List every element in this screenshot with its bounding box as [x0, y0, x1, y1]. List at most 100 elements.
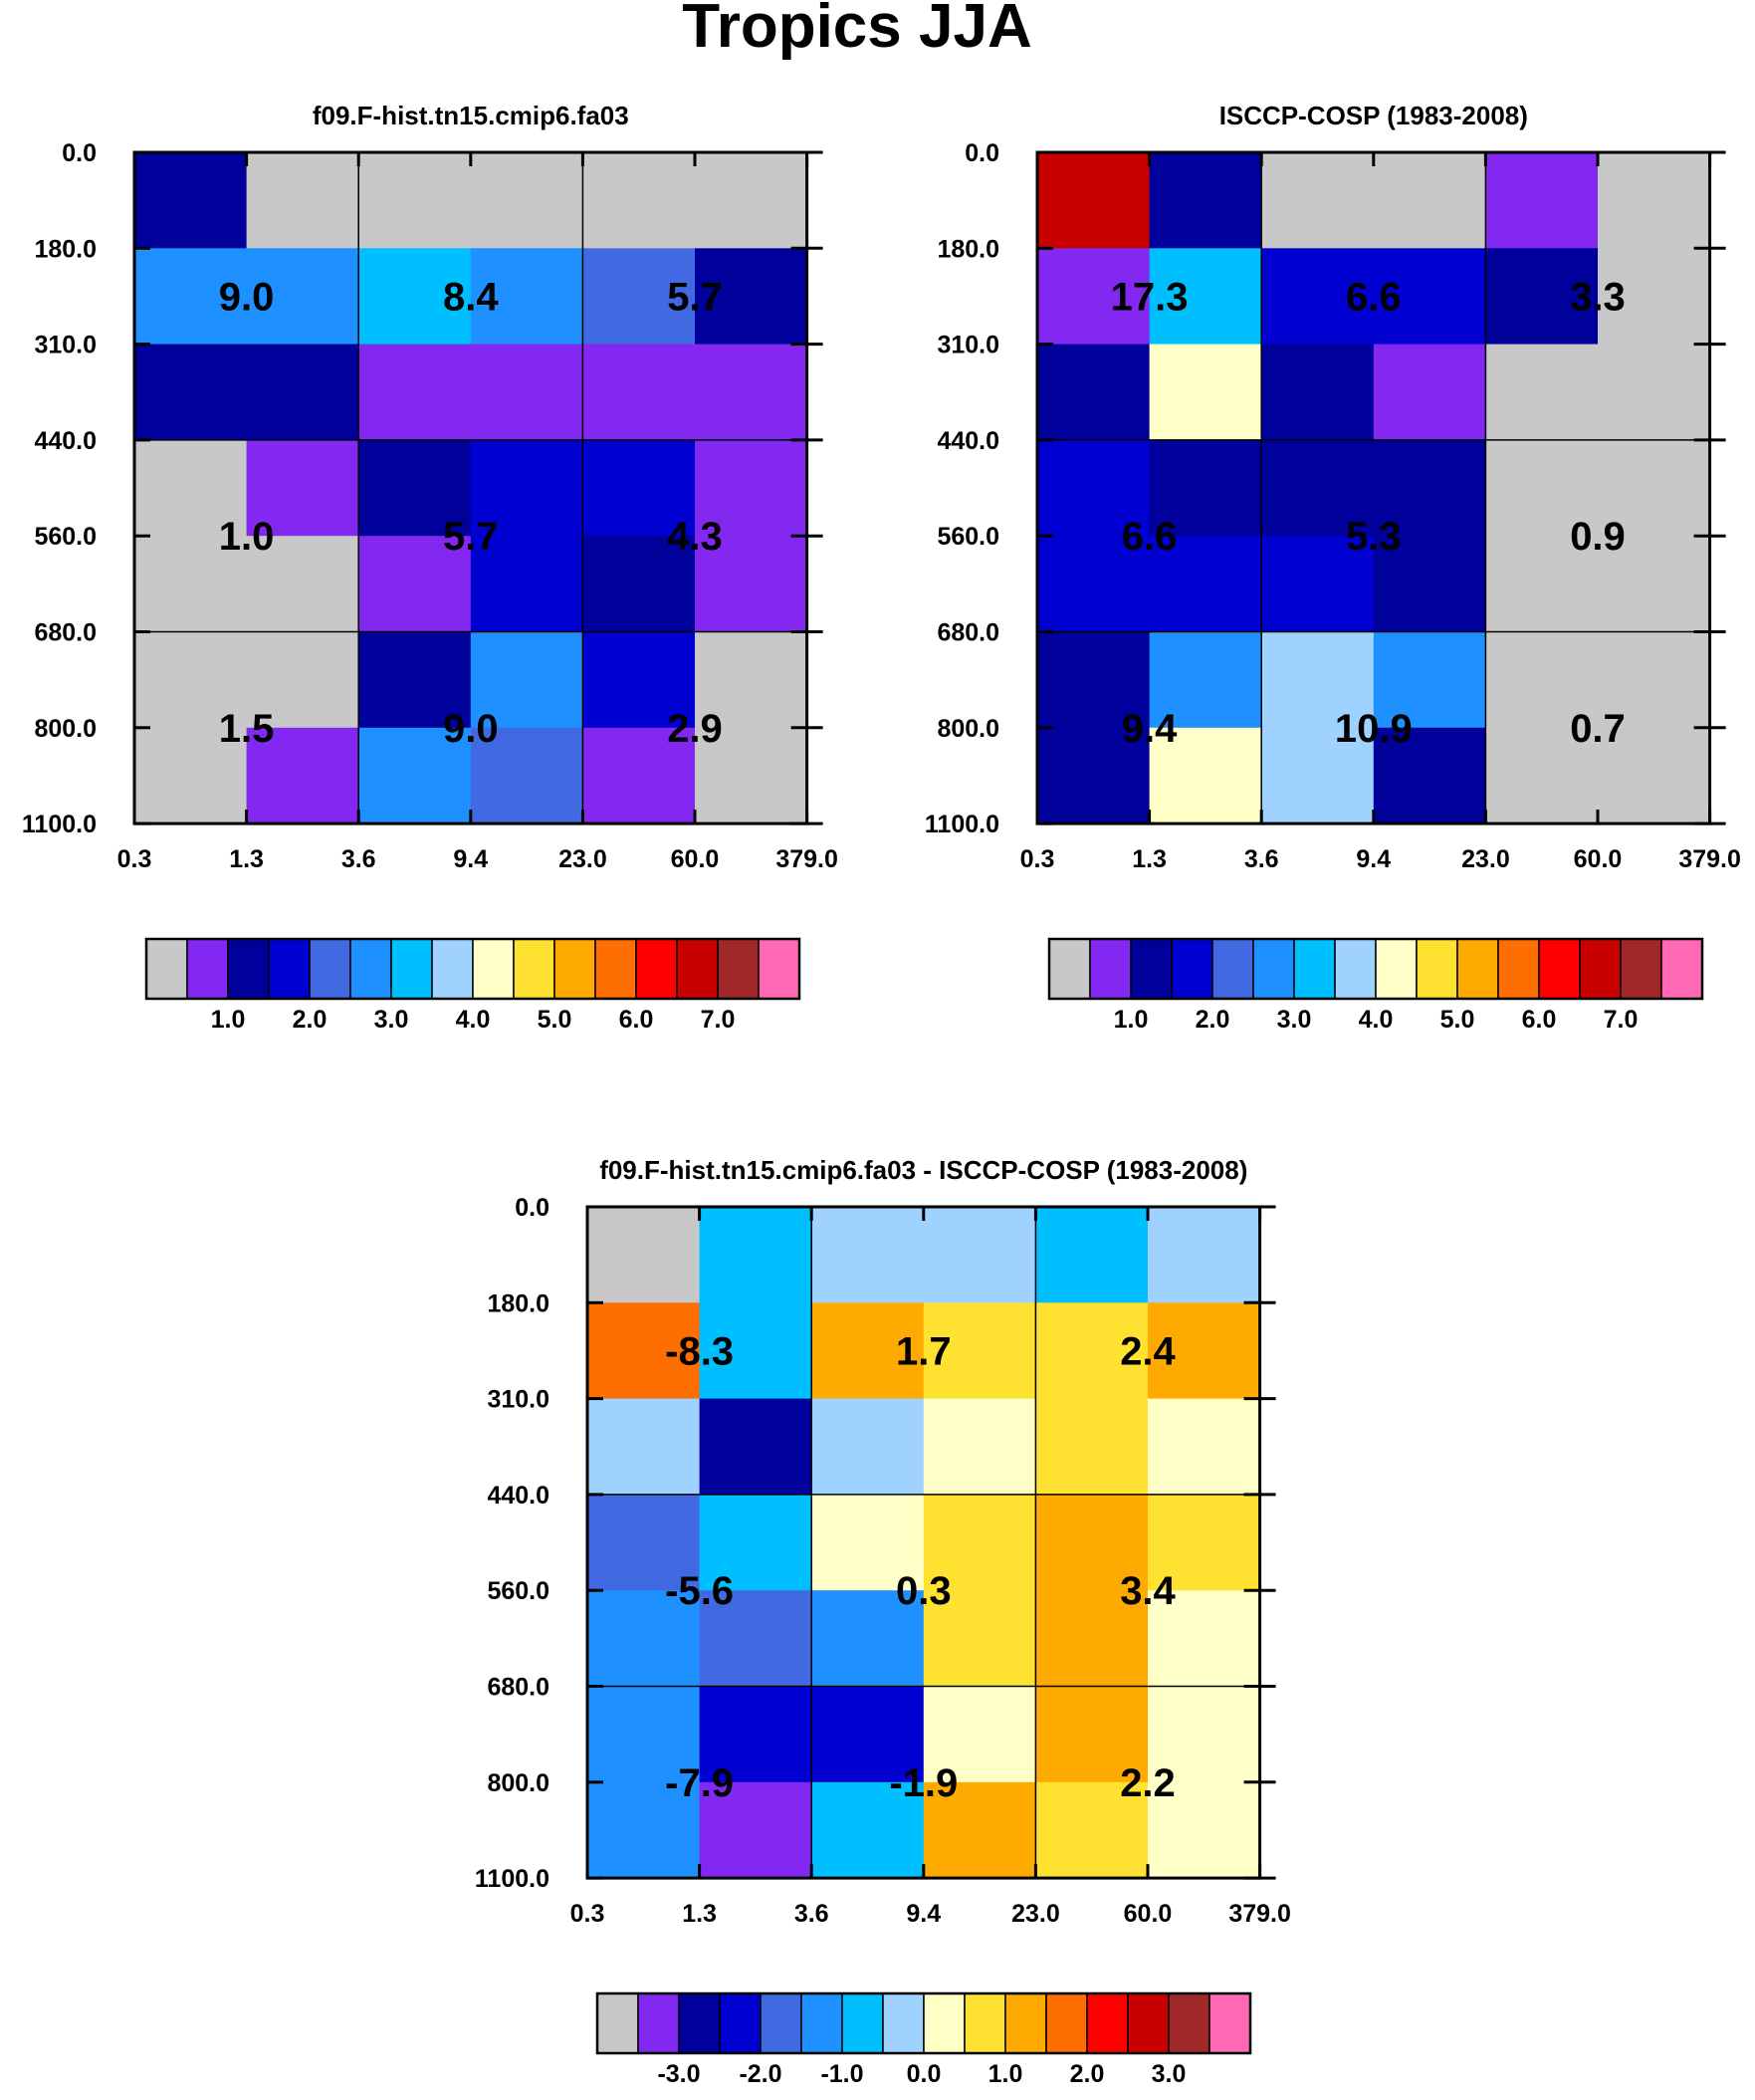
heatmap-cell — [1373, 631, 1486, 729]
heatmap-cell — [1485, 152, 1599, 249]
heatmap-cell — [358, 344, 472, 441]
x-tick-label: 1.3 — [1132, 845, 1167, 873]
heatmap-cell — [1037, 439, 1151, 537]
heatmap-cell — [1148, 1686, 1261, 1783]
colorbar-label: 5.0 — [538, 1006, 572, 1034]
block-value-label: 2.4 — [1120, 1329, 1176, 1373]
heatmap-cell — [1035, 1494, 1149, 1591]
colorbar-swatch — [1089, 938, 1132, 1000]
heatmap-cell — [582, 248, 696, 346]
heatmap-cell — [1035, 1590, 1149, 1688]
heatmap-cell — [1261, 536, 1375, 633]
colorbar-label: -3.0 — [657, 2060, 700, 2088]
heatmap-cell — [695, 727, 808, 824]
heatmap-cell — [699, 1686, 812, 1783]
colorbar-swatch — [964, 1992, 1006, 2054]
heatmap-cell — [1035, 1398, 1149, 1496]
colorbar-swatch — [1620, 938, 1662, 1000]
heatmap-cell — [1261, 727, 1375, 824]
block-value-label: 8.4 — [443, 275, 499, 319]
heatmap-cell — [1037, 536, 1151, 633]
heatmap-cell — [470, 152, 583, 249]
heatmap-cell — [699, 1207, 812, 1303]
colorbar-swatch — [719, 1992, 762, 2054]
heatmap-cell — [358, 727, 472, 824]
heatmap-cell — [699, 1590, 812, 1688]
colorbar-swatch — [800, 1992, 843, 2054]
x-tick-label: 60.0 — [671, 845, 720, 873]
y-tick-label: 0.0 — [515, 1194, 549, 1222]
y-tick-label: 0.0 — [62, 139, 97, 167]
y-tick-label: 180.0 — [937, 235, 999, 263]
colorbar-label: 1.0 — [211, 1006, 246, 1034]
heatmap-cell — [246, 631, 359, 729]
heatmap-cell — [1485, 344, 1599, 441]
heatmap-cell — [1149, 248, 1262, 346]
colorbar-label: 1.0 — [1114, 1006, 1149, 1034]
heatmap-cell — [1037, 152, 1151, 249]
heatmap-cell — [582, 536, 696, 633]
heatmap-cell — [246, 344, 359, 441]
colorbar: -3.0 -2.0 -1.0 0.0 1.0 2.0 3.0 — [595, 1991, 1252, 2088]
heatmap-cell — [1261, 631, 1375, 729]
colorbar-swatch — [1171, 938, 1213, 1000]
colorbar-swatch — [268, 938, 311, 1000]
block-value-label: 3.3 — [1570, 275, 1626, 319]
heatmap-cell — [1148, 1398, 1261, 1496]
heatmap-cell — [811, 1590, 925, 1688]
heatmap-cell — [695, 439, 808, 537]
colorbar-swatch — [676, 938, 719, 1000]
colorbar-swatch — [1208, 1992, 1251, 2054]
heatmap-cell — [1485, 631, 1599, 729]
colorbar-label: 0.0 — [907, 2060, 942, 2088]
y-tick-label: 0.0 — [965, 139, 999, 167]
colorbar-frame — [595, 1991, 1252, 2055]
colorbar-label: 2.0 — [1070, 2060, 1105, 2088]
heatmap-cell — [358, 631, 472, 729]
colorbar-swatch — [1660, 938, 1703, 1000]
y-tick-label: 1100.0 — [475, 1865, 549, 1893]
heatmap-cell — [470, 248, 583, 346]
heatmap-cell — [246, 439, 359, 537]
y-tick-label: 800.0 — [937, 715, 999, 743]
heatmap-cell — [923, 1686, 1036, 1783]
heatmap-cell — [1373, 344, 1486, 441]
colorbar-swatch — [1168, 1992, 1210, 2054]
colorbar-swatch — [1130, 938, 1173, 1000]
heatmap-cell — [1598, 536, 1711, 633]
heatmap-cell — [811, 1494, 925, 1591]
heatmap-cell — [1261, 439, 1375, 537]
colorbar-label: 3.0 — [374, 1006, 409, 1034]
colorbar-swatch — [513, 938, 555, 1000]
y-tick-label: 680.0 — [937, 619, 999, 647]
heatmap-cell — [1037, 631, 1151, 729]
heatmap-cell — [587, 1590, 701, 1688]
colorbar-label: 7.0 — [701, 1006, 736, 1034]
colorbar-swatch — [717, 938, 760, 1000]
x-tick-label: 379.0 — [1678, 845, 1741, 873]
heatmap-cell — [1261, 152, 1375, 249]
heatmap-cell — [1035, 1302, 1149, 1400]
heatmap-cell — [811, 1207, 925, 1303]
block-value-label: 6.6 — [1122, 515, 1178, 559]
heatmap-cell — [695, 152, 808, 249]
heatmap-cell — [811, 1781, 925, 1879]
heatmap-cell — [582, 152, 696, 249]
heatmap-cell — [134, 631, 248, 729]
heatmap-cell — [923, 1494, 1036, 1591]
y-tick-label: 800.0 — [34, 715, 97, 743]
heatmap-cell — [1485, 248, 1599, 346]
colorbar-swatch — [1127, 1992, 1170, 2054]
heatmap-cell — [134, 344, 248, 441]
heatmap-cell — [1149, 536, 1262, 633]
block-value-label: 5.3 — [1346, 515, 1402, 559]
heatmap-cell — [470, 439, 583, 537]
y-tick-label: 440.0 — [937, 427, 999, 455]
y-tick-label: 560.0 — [34, 523, 97, 551]
heatmap-cell — [246, 536, 359, 633]
block-value-label: 2.9 — [667, 707, 723, 751]
block-value-label: 1.5 — [219, 707, 275, 751]
colorbar-swatch — [309, 938, 351, 1000]
colorbar-label: 2.0 — [1196, 1006, 1230, 1034]
panel-title: f09.F-hist.tn15.cmip6.fa03 - ISCCP-COSP … — [599, 1155, 1247, 1185]
